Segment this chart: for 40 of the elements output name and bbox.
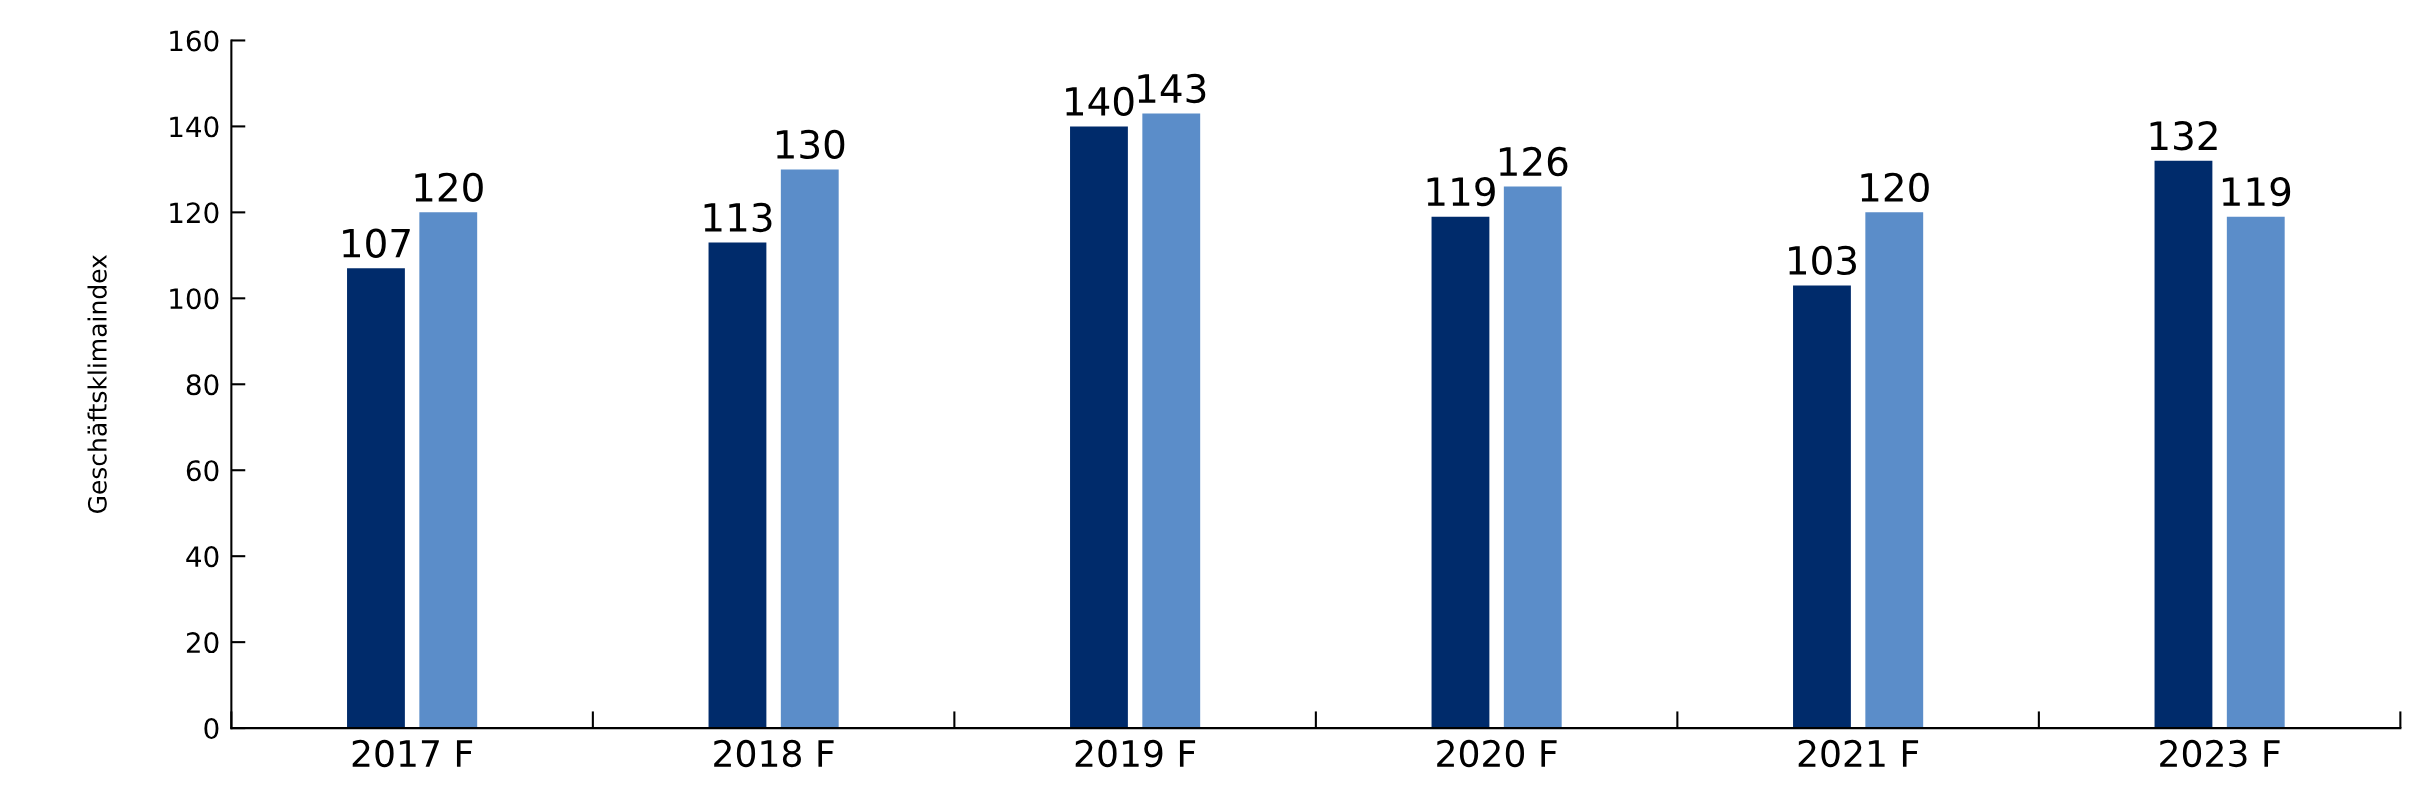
data-label: 120: [1861, 172, 1929, 203]
y-tick-label: 160: [170, 30, 219, 52]
y-tick-label: 20: [186, 632, 219, 654]
y-tick-label: 140: [170, 116, 219, 138]
x-tick-label: 2023 F: [2160, 739, 2280, 768]
y-tick-label: 60: [186, 460, 219, 482]
bar: [1070, 126, 1128, 729]
bar: [2226, 216, 2285, 729]
data-label: 107: [343, 228, 410, 258]
data-label: 119: [1427, 176, 1495, 207]
x-tick-label: 2019 F: [1075, 739, 1196, 768]
data-label: 130: [776, 129, 845, 160]
bar: [347, 268, 405, 729]
data-label: 103: [1789, 245, 1856, 276]
bar: [1865, 212, 1924, 729]
x-tick-label: 2018 F: [714, 739, 834, 768]
y-tick-label: 40: [186, 546, 219, 568]
y-tick-label: 80: [186, 374, 219, 396]
y-tick-label: 0: [204, 718, 219, 740]
y-tick-label: 120: [170, 202, 219, 224]
bar: [1503, 186, 1562, 729]
x-tick-label: 2020 F: [1437, 739, 1557, 768]
data-label: 143: [1138, 73, 1206, 104]
data-label: 113: [704, 202, 772, 233]
data-label: 119: [2222, 176, 2291, 207]
data-label: 126: [1499, 146, 1568, 177]
y-tick-label: 100: [170, 288, 219, 310]
data-label: 140: [1066, 86, 1134, 117]
bar: [419, 212, 478, 729]
bar: [780, 169, 839, 729]
data-label: 132: [2150, 121, 2217, 151]
data-label: 120: [415, 172, 483, 203]
bar: [2154, 160, 2213, 729]
x-tick-label: 2021 F: [1798, 739, 1919, 768]
bar: [708, 242, 767, 729]
y-axis-title: Geschäftsklimaindex: [87, 254, 107, 514]
x-tick-label: 2017 F: [352, 739, 473, 768]
bar: [1431, 216, 1490, 729]
bar: [1793, 285, 1851, 729]
bar: [1142, 113, 1201, 729]
